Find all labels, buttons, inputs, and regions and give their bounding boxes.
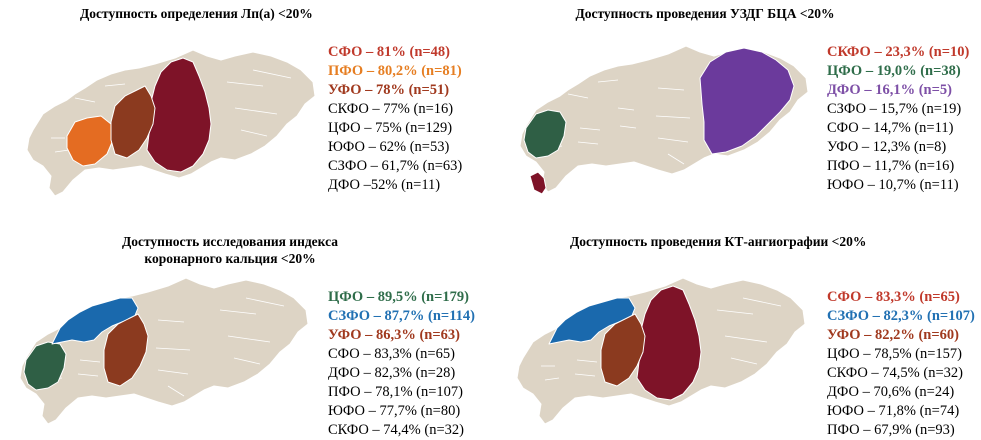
legend-item: УФО – 82,2% (n=60) <box>827 327 959 343</box>
district-dfo <box>699 47 795 155</box>
legend-item: СЗФО – 82,3% (n=107) <box>827 308 975 324</box>
panel-title: Доступность проведения КТ-ангиографии <2… <box>570 234 867 249</box>
panel-uzdg: Доступность проведения УЗДГ БЦА <20% СКФ… <box>490 0 980 215</box>
district-cfo <box>523 109 567 159</box>
panel-title-line: Доступность исследования индекса <box>121 234 339 249</box>
legend-item: ПФО – 80,2% (n=81) <box>328 63 462 79</box>
legend: ЦФО – 89,5% (n=179) СЗФО – 87,7% (n=114) У… <box>328 288 475 440</box>
russia-map <box>26 49 316 197</box>
legend-item: СКФО – 74,5% (n=32) <box>827 365 963 381</box>
panel-calcium: Доступность исследования индекса коронар… <box>0 216 490 438</box>
legend: СКФО – 23,3% (n=10) ЦФО – 19,0% (n=38) ДФО… <box>827 43 969 195</box>
legend-item: СФО – 83,3% (n=65) <box>328 346 455 362</box>
russia-map <box>519 45 809 195</box>
district-ufo <box>103 313 149 387</box>
panel-lpa: Доступность определения Лп(а) <20% СФО –… <box>0 0 490 215</box>
district-sfo <box>636 285 702 401</box>
district-szfo <box>51 297 139 345</box>
district-szfo <box>548 297 636 345</box>
legend-item: ЦФО – 19,0% (n=38) <box>827 63 961 79</box>
legend: СФО – 83,3% (n=65) СЗФО – 82,3% (n=107) УФ… <box>827 288 975 440</box>
legend: СФО – 81% (n=48) ПФО – 80,2% (n=81) УФО – … <box>328 43 462 195</box>
legend-item: СКФО – 23,3% (n=10) <box>827 44 970 60</box>
legend-item: СЗФО – 61,7% (n=63) <box>328 158 463 174</box>
legend-item: УФО – 12,3% (n=8) <box>827 139 947 155</box>
russia-map <box>19 277 309 425</box>
district-ufo <box>110 85 156 159</box>
panel-title: Доступность проведения УЗДГ БЦА <20% <box>575 6 835 21</box>
panel-kt: Доступность проведения КТ-ангиографии <2… <box>490 216 980 438</box>
legend-item: ЮФО – 77,7% (n=80) <box>328 403 461 419</box>
legend-item: УФО – 78% (n=51) <box>328 82 450 98</box>
legend-item: ЮФО – 62% (n=53) <box>328 139 450 155</box>
panel-title: Доступность определения Лп(а) <20% <box>80 6 313 21</box>
legend-item: ЮФО – 10,7% (n=11) <box>827 177 959 193</box>
legend-item: ДФО – 82,3% (n=28) <box>328 365 456 381</box>
legend-item: ПФО – 78,1% (n=107) <box>328 384 463 400</box>
legend-item: СФО – 81% (n=48) <box>328 44 450 60</box>
district-pfo <box>66 115 114 167</box>
legend-item: ЮФО – 71,8% (n=74) <box>827 403 960 419</box>
district-sfo <box>146 57 212 173</box>
legend-item: ЦФО – 89,5% (n=179) <box>328 289 469 305</box>
legend-item: СФО – 14,7% (n=11) <box>827 120 954 136</box>
legend-item: СЗФО – 87,7% (n=114) <box>328 308 475 324</box>
district-ufo <box>600 313 646 387</box>
legend-item: ПФО – 11,7% (n=16) <box>827 158 955 174</box>
russia-map <box>516 277 806 425</box>
district-skfo <box>529 171 547 195</box>
panel-title: Доступность исследования индекса коронар… <box>105 233 355 267</box>
legend-item: ДФО –52% (n=11) <box>328 177 441 193</box>
legend-item: ДФО – 70,6% (n=24) <box>827 384 955 400</box>
legend-item: СКФО – 77% (n=16) <box>328 101 454 117</box>
legend-item: СФО – 83,3% (n=65) <box>827 289 960 305</box>
legend-item: ЦФО – 78,5% (n=157) <box>827 346 962 362</box>
legend-item: СЗФО – 15,7% (n=19) <box>827 101 962 117</box>
district-cfo <box>23 341 67 391</box>
panel-title-line: коронарного кальция <20% <box>144 251 316 266</box>
legend-item: ЦФО – 75% (n=129) <box>328 120 453 136</box>
legend-item: ДФО – 16,1% (n=5) <box>827 82 952 98</box>
legend-item: УФО – 86,3% (n=63) <box>328 327 460 343</box>
